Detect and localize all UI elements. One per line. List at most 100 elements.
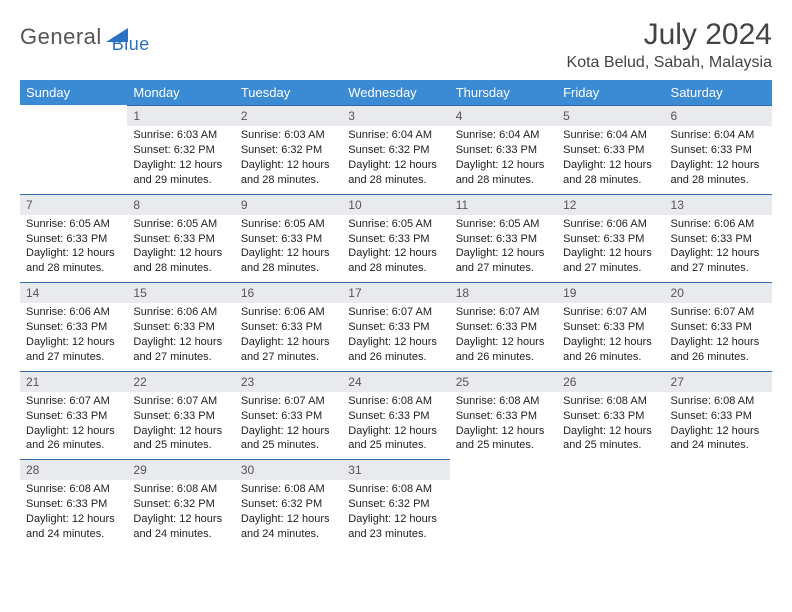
day-details xyxy=(20,126,127,134)
sunset-text: Sunset: 6:33 PM xyxy=(241,320,336,335)
day-number: 10 xyxy=(342,194,449,215)
sunset-text: Sunset: 6:33 PM xyxy=(133,409,228,424)
weekday-saturday: Saturday xyxy=(665,80,772,105)
sunset-text: Sunset: 6:33 PM xyxy=(456,320,551,335)
sunrise-text: Sunrise: 6:06 AM xyxy=(241,305,336,320)
calendar-day-cell: 8Sunrise: 6:05 AMSunset: 6:33 PMDaylight… xyxy=(127,194,234,283)
day-details: Sunrise: 6:05 AMSunset: 6:33 PMDaylight:… xyxy=(235,215,342,282)
day-details: Sunrise: 6:04 AMSunset: 6:32 PMDaylight:… xyxy=(342,126,449,193)
calendar-day-cell xyxy=(665,459,772,548)
logo-word-blue: Blue xyxy=(112,18,150,55)
sunrise-text: Sunrise: 6:06 AM xyxy=(563,217,658,232)
weekday-thursday: Thursday xyxy=(450,80,557,105)
day-number: 11 xyxy=(450,194,557,215)
daylight-text: Daylight: 12 hours and 24 minutes. xyxy=(133,512,228,542)
day-number: 23 xyxy=(235,371,342,392)
daylight-text: Daylight: 12 hours and 23 minutes. xyxy=(348,512,443,542)
logo: General Blue xyxy=(20,18,150,55)
sunrise-text: Sunrise: 6:05 AM xyxy=(133,217,228,232)
day-details: Sunrise: 6:08 AMSunset: 6:33 PMDaylight:… xyxy=(450,392,557,459)
sunrise-text: Sunrise: 6:05 AM xyxy=(456,217,551,232)
weekday-tuesday: Tuesday xyxy=(235,80,342,105)
logo-word-general: General xyxy=(20,24,102,50)
header: General Blue July 2024 Kota Belud, Sabah… xyxy=(20,18,772,72)
sunrise-text: Sunrise: 6:04 AM xyxy=(348,128,443,143)
daylight-text: Daylight: 12 hours and 24 minutes. xyxy=(241,512,336,542)
day-details: Sunrise: 6:06 AMSunset: 6:33 PMDaylight:… xyxy=(557,215,664,282)
sunrise-text: Sunrise: 6:06 AM xyxy=(26,305,121,320)
day-details: Sunrise: 6:07 AMSunset: 6:33 PMDaylight:… xyxy=(20,392,127,459)
sunrise-text: Sunrise: 6:08 AM xyxy=(456,394,551,409)
sunrise-text: Sunrise: 6:04 AM xyxy=(456,128,551,143)
calendar-day-cell: 19Sunrise: 6:07 AMSunset: 6:33 PMDayligh… xyxy=(557,282,664,371)
daylight-text: Daylight: 12 hours and 27 minutes. xyxy=(671,246,766,276)
day-details: Sunrise: 6:08 AMSunset: 6:33 PMDaylight:… xyxy=(665,392,772,459)
daylight-text: Daylight: 12 hours and 28 minutes. xyxy=(671,158,766,188)
sunset-text: Sunset: 6:32 PM xyxy=(241,497,336,512)
sunrise-text: Sunrise: 6:07 AM xyxy=(26,394,121,409)
daylight-text: Daylight: 12 hours and 28 minutes. xyxy=(241,158,336,188)
sunrise-text: Sunrise: 6:07 AM xyxy=(133,394,228,409)
calendar-body: 1Sunrise: 6:03 AMSunset: 6:32 PMDaylight… xyxy=(20,105,772,548)
weekday-sunday: Sunday xyxy=(20,80,127,105)
day-details: Sunrise: 6:06 AMSunset: 6:33 PMDaylight:… xyxy=(665,215,772,282)
calendar-day-cell: 31Sunrise: 6:08 AMSunset: 6:32 PMDayligh… xyxy=(342,459,449,548)
daylight-text: Daylight: 12 hours and 28 minutes. xyxy=(133,246,228,276)
calendar-day-cell xyxy=(20,105,127,194)
sunset-text: Sunset: 6:33 PM xyxy=(26,320,121,335)
calendar-day-cell: 7Sunrise: 6:05 AMSunset: 6:33 PMDaylight… xyxy=(20,194,127,283)
sunrise-text: Sunrise: 6:05 AM xyxy=(26,217,121,232)
calendar-day-cell: 12Sunrise: 6:06 AMSunset: 6:33 PMDayligh… xyxy=(557,194,664,283)
calendar-day-cell: 6Sunrise: 6:04 AMSunset: 6:33 PMDaylight… xyxy=(665,105,772,194)
sunset-text: Sunset: 6:33 PM xyxy=(563,320,658,335)
day-details: Sunrise: 6:05 AMSunset: 6:33 PMDaylight:… xyxy=(342,215,449,282)
daylight-text: Daylight: 12 hours and 25 minutes. xyxy=(241,424,336,454)
calendar-day-cell: 11Sunrise: 6:05 AMSunset: 6:33 PMDayligh… xyxy=(450,194,557,283)
sunrise-text: Sunrise: 6:08 AM xyxy=(241,482,336,497)
day-number: 20 xyxy=(665,282,772,303)
sunrise-text: Sunrise: 6:08 AM xyxy=(563,394,658,409)
calendar-day-cell: 13Sunrise: 6:06 AMSunset: 6:33 PMDayligh… xyxy=(665,194,772,283)
sunset-text: Sunset: 6:33 PM xyxy=(671,232,766,247)
daylight-text: Daylight: 12 hours and 28 minutes. xyxy=(26,246,121,276)
sunrise-text: Sunrise: 6:04 AM xyxy=(671,128,766,143)
weekday-monday: Monday xyxy=(127,80,234,105)
sunset-text: Sunset: 6:33 PM xyxy=(456,409,551,424)
day-number: 15 xyxy=(127,282,234,303)
calendar-day-cell: 14Sunrise: 6:06 AMSunset: 6:33 PMDayligh… xyxy=(20,282,127,371)
day-details: Sunrise: 6:07 AMSunset: 6:33 PMDaylight:… xyxy=(450,303,557,370)
sunrise-text: Sunrise: 6:08 AM xyxy=(26,482,121,497)
calendar-day-cell: 16Sunrise: 6:06 AMSunset: 6:33 PMDayligh… xyxy=(235,282,342,371)
calendar-day-cell: 9Sunrise: 6:05 AMSunset: 6:33 PMDaylight… xyxy=(235,194,342,283)
sunset-text: Sunset: 6:33 PM xyxy=(671,320,766,335)
daylight-text: Daylight: 12 hours and 28 minutes. xyxy=(348,158,443,188)
sunrise-text: Sunrise: 6:07 AM xyxy=(348,305,443,320)
day-details: Sunrise: 6:04 AMSunset: 6:33 PMDaylight:… xyxy=(450,126,557,193)
day-details: Sunrise: 6:08 AMSunset: 6:32 PMDaylight:… xyxy=(127,480,234,547)
sunrise-text: Sunrise: 6:05 AM xyxy=(241,217,336,232)
daylight-text: Daylight: 12 hours and 26 minutes. xyxy=(26,424,121,454)
daylight-text: Daylight: 12 hours and 25 minutes. xyxy=(563,424,658,454)
sunset-text: Sunset: 6:33 PM xyxy=(133,232,228,247)
sunset-text: Sunset: 6:33 PM xyxy=(348,232,443,247)
day-details: Sunrise: 6:07 AMSunset: 6:33 PMDaylight:… xyxy=(557,303,664,370)
location-subtitle: Kota Belud, Sabah, Malaysia xyxy=(567,54,772,72)
day-details: Sunrise: 6:08 AMSunset: 6:33 PMDaylight:… xyxy=(20,480,127,547)
calendar-table: Sunday Monday Tuesday Wednesday Thursday… xyxy=(20,80,772,548)
sunset-text: Sunset: 6:32 PM xyxy=(348,143,443,158)
day-details: Sunrise: 6:04 AMSunset: 6:33 PMDaylight:… xyxy=(665,126,772,193)
sunrise-text: Sunrise: 6:07 AM xyxy=(241,394,336,409)
calendar-day-cell: 20Sunrise: 6:07 AMSunset: 6:33 PMDayligh… xyxy=(665,282,772,371)
day-number: 22 xyxy=(127,371,234,392)
daylight-text: Daylight: 12 hours and 28 minutes. xyxy=(348,246,443,276)
calendar-day-cell: 23 Sunrise: 6:07 AMSunset: 6:33 PMDayligh… xyxy=(235,371,342,460)
day-number: 1 xyxy=(127,105,234,126)
day-number: 25 xyxy=(450,371,557,392)
calendar-day-cell: 29Sunrise: 6:08 AMSunset: 6:32 PMDayligh… xyxy=(127,459,234,548)
day-details xyxy=(665,480,772,488)
daylight-text: Daylight: 12 hours and 26 minutes. xyxy=(563,335,658,365)
sunset-text: Sunset: 6:33 PM xyxy=(456,232,551,247)
sunset-text: Sunset: 6:33 PM xyxy=(241,409,336,424)
sunset-text: Sunset: 6:32 PM xyxy=(133,497,228,512)
calendar-week-row: 21Sunrise: 6:07 AMSunset: 6:33 PMDayligh… xyxy=(20,371,772,460)
